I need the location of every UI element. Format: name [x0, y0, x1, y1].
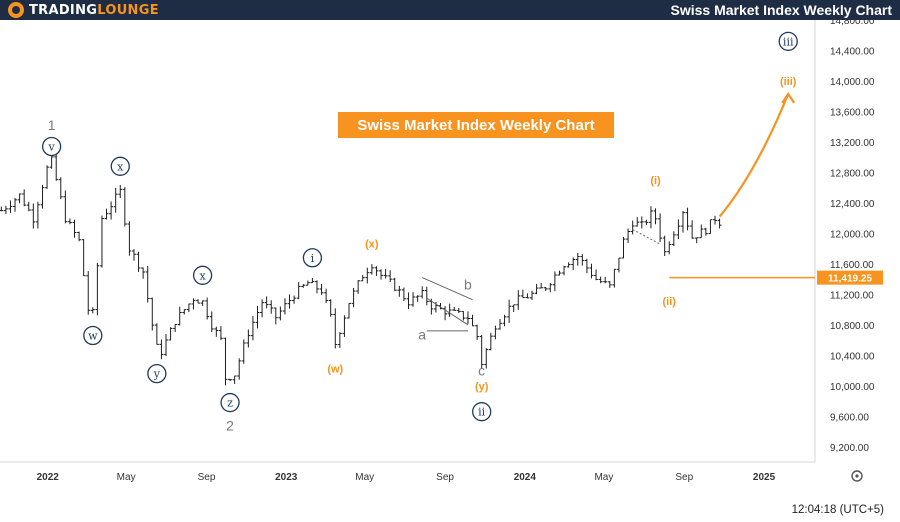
wave-label: (x)	[365, 238, 379, 250]
chart-panel[interactable]: 9,200.00 9,600.00 10,000.00 10,400.00 10,800…	[0, 20, 900, 522]
logo-text-part1: TRADING	[29, 2, 98, 18]
gear-icon	[851, 470, 863, 482]
price-tick-label: 10,800.00	[830, 321, 875, 332]
brand-logo: TRADINGLOUNGE	[8, 1, 159, 19]
wave-label: b	[464, 276, 472, 292]
price-tick-label: 12,400.00	[830, 199, 875, 210]
support-level-badge	[817, 270, 883, 285]
wave-label: z	[227, 397, 233, 410]
wave-label-circle	[147, 363, 167, 384]
wave-label: (w)	[327, 363, 343, 375]
price-tick-label: 13,200.00	[830, 138, 875, 149]
price-tick-label: 14,400.00	[830, 46, 875, 57]
wave-label: c	[478, 363, 485, 379]
wave-label: y	[153, 368, 161, 381]
chart-caption: Swiss Market Index Weekly Chart	[357, 117, 594, 134]
price-tick-label: 11,200.00	[830, 290, 874, 301]
price-tick-label: 9,600.00	[830, 412, 869, 423]
time-tick-label: May	[594, 472, 613, 483]
wave-label: w	[88, 329, 98, 342]
price-tick-label: 12,800.00	[830, 168, 875, 179]
logo-text-part2: LOUNGE	[97, 2, 159, 18]
time-tick-label: May	[355, 472, 374, 483]
wave-label-circle	[220, 392, 240, 413]
wave-label-circle	[778, 31, 798, 51]
chart-caption-box	[338, 112, 614, 138]
wave-label-circle	[302, 248, 323, 268]
dotted-connector	[632, 229, 661, 245]
wave-label: a	[418, 327, 426, 343]
header-bar: TRADINGLOUNGE Swiss Market Index Weekly …	[0, 0, 900, 20]
logo-icon	[8, 2, 24, 18]
time-tick-label: Sep	[436, 472, 454, 483]
wave-label: i	[311, 252, 315, 265]
wave-label-circle	[192, 265, 213, 285]
wave-label: (i)	[650, 175, 661, 187]
projection-arrow	[718, 93, 790, 218]
wave-label: 2	[226, 417, 234, 433]
time-tick-label: 2025	[753, 472, 776, 483]
wave-label-circle	[83, 325, 103, 346]
projection-arrow-head	[781, 91, 796, 104]
wave-label: (y)	[475, 381, 489, 393]
triangle-upper-line	[422, 277, 473, 301]
triangle-lower-line	[426, 297, 469, 326]
wave-label: x	[117, 160, 124, 173]
support-level-value: 11,419.25	[828, 274, 872, 285]
gear-icon-hub	[855, 474, 859, 478]
time-tick-label: 2024	[514, 472, 537, 483]
price-tick-label: 12,000.00	[830, 229, 875, 240]
wave-label: iii	[783, 35, 794, 48]
wave-label: ii	[478, 406, 486, 419]
price-tick-label: 9,200.00	[830, 443, 869, 454]
wave-label: (ii)	[663, 296, 677, 308]
price-tick-label: 14,800.00	[830, 20, 875, 27]
price-tick-label: 13,600.00	[830, 107, 875, 118]
time-tick-label: Sep	[675, 472, 693, 483]
wave-label: (iii)	[780, 76, 797, 88]
wave-label: 1	[48, 117, 56, 133]
time-tick-label: 2023	[275, 472, 298, 483]
wave-label: v	[48, 141, 56, 154]
price-tick-label: 10,400.00	[830, 351, 875, 362]
wave-label-circle	[472, 402, 492, 422]
wave-label: x	[199, 269, 206, 282]
price-tick-label: 14,000.00	[830, 77, 875, 88]
time-tick-label: 2022	[37, 472, 60, 483]
time-tick-label: Sep	[198, 472, 216, 483]
price-tick-label: 11,600.00	[830, 260, 874, 271]
logo-text: TRADINGLOUNGE	[29, 3, 159, 18]
wave-label-circle	[41, 136, 62, 157]
wave-label-circle	[110, 156, 130, 176]
header-title: Swiss Market Index Weekly Chart	[670, 2, 893, 18]
price-chart[interactable]: 9,200.00 9,600.00 10,000.00 10,400.00 10,800…	[0, 20, 900, 522]
price-tick-label: 10,000.00	[830, 382, 875, 393]
time-tick-label: May	[117, 472, 136, 483]
clock-readout: 12:04:18 (UTC+5)	[791, 504, 884, 516]
